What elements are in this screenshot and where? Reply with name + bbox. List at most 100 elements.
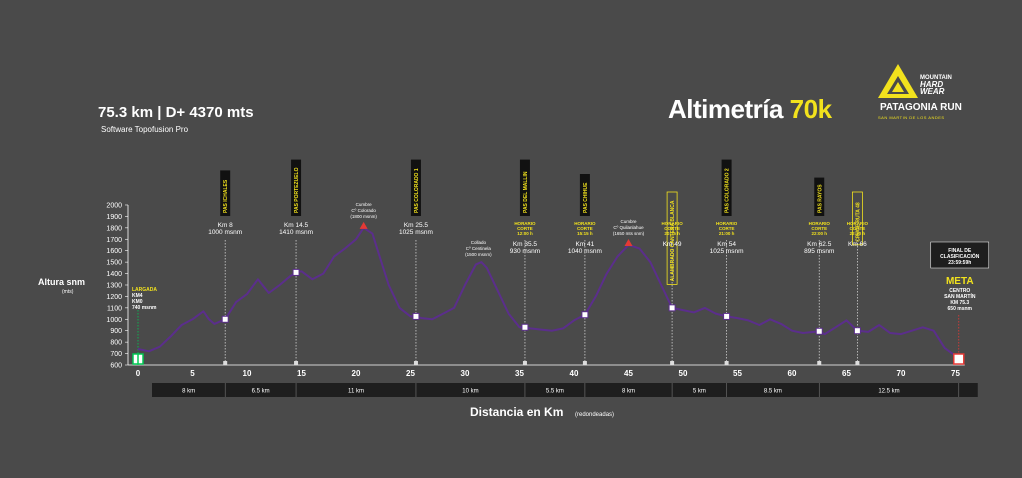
checkpoint-flag-label: PAS COLORADO 2 [725, 168, 731, 213]
finish-label: CENTRO [949, 288, 970, 294]
checkpoint-label: 1025 msnm [710, 248, 744, 255]
title-main: Altimetría [668, 94, 783, 124]
checkpoint-flag-label: PAS COLORADO 1 [414, 168, 420, 213]
cutoff-label: 23:59:59h [948, 260, 971, 266]
segment-label: 6.5 km [252, 389, 270, 395]
finish-label: KM 75.3 [950, 300, 969, 306]
x-tick-label: 50 [679, 369, 688, 378]
segment-label: 12.5 km [878, 389, 899, 395]
checkpoint-label: Km 66 [848, 241, 867, 248]
y-tick-label: 1800 [106, 225, 122, 232]
brand-line-hardwear: HARD WEAR [920, 80, 945, 96]
summit-label: (1650 mts snm) [613, 231, 645, 236]
checkpoint-flag-label: PAS CHIHUE [583, 182, 589, 213]
finish-label: SAN MARTÍN [944, 292, 976, 300]
checkpoint-label: CORTE [664, 226, 680, 231]
title-highlight: 70k [789, 94, 832, 124]
checkpoint-flag-label: PAS RAYOS [817, 184, 823, 213]
cutoff-label: CLASIFICACIÓN [940, 252, 980, 260]
checkpoint-label: HORARIO [574, 221, 596, 226]
checkpoint-flag [519, 159, 530, 216]
checkpoint-icon [853, 327, 861, 335]
checkpoint-icon [521, 323, 529, 331]
checkpoint-flag [666, 191, 678, 285]
elevation-series-line [137, 226, 960, 360]
brand-hard: HARD [920, 80, 944, 89]
checkpoint-label: CORTE [719, 226, 735, 231]
x-tick-label: 30 [461, 369, 470, 378]
segment-label: 8 km [182, 389, 195, 395]
checkpoint-label: Km 62.5 [807, 241, 832, 248]
checkpoint-label: CORTE [577, 226, 593, 231]
checkpoint-label: 1040 msnm [568, 248, 602, 255]
cutoff-box [930, 241, 990, 269]
summit-label: Cumbre [356, 202, 373, 207]
checkpoint-label: 12:00 h [517, 231, 533, 236]
checkpoint-label: CORTE [850, 226, 866, 231]
checkpoint-base-icon [855, 361, 860, 365]
y-tick-label: 1300 [106, 282, 122, 289]
x-tick-label: 70 [897, 369, 906, 378]
checkpoint-label: CORTE [811, 226, 827, 231]
x-axis-note: (redondeadas) [575, 412, 614, 418]
pass-label: Collado [471, 240, 487, 245]
checkpoint-label: Km 54 [717, 241, 736, 248]
y-tick-label: 1700 [106, 237, 122, 244]
checkpoint-base-icon [522, 361, 527, 365]
checkpoint-label: Km 8 [218, 222, 234, 229]
segment-label: 8 km [622, 389, 635, 395]
brand-wear: WEAR [920, 87, 945, 96]
y-axis-label: Altura snm [38, 277, 85, 287]
mountain-logo-icon [878, 64, 918, 98]
checkpoint-base-icon [413, 361, 418, 365]
checkpoint-flag-label: PAS ICHALES [223, 179, 229, 213]
summit-icon [359, 221, 368, 229]
checkpoint-label: 930 msnm [510, 248, 540, 255]
race-stats: 75.3 km | D+ 4370 mts [98, 104, 254, 121]
finish-icon [953, 353, 965, 365]
checkpoint-label: 1000 msnm [208, 229, 242, 236]
checkpoint-flag [579, 174, 590, 216]
x-tick-label: 0 [136, 369, 141, 378]
checkpoint-label: 15:15 h [577, 231, 593, 236]
page-title: Altimetría 70k [668, 94, 832, 125]
summit-label: (1800 msnm) [350, 214, 377, 219]
pass-label: Cº Centinela [466, 246, 492, 251]
x-tick-label: 45 [624, 369, 633, 378]
brand-line-mountain: MOUNTAIN [920, 75, 952, 81]
x-tick-label: 25 [406, 369, 415, 378]
summit-label: Cº Quilanlahue [613, 225, 644, 230]
checkpoint-label: Km 41 [576, 241, 595, 248]
checkpoint-flag-label: ALAMBRADO CANTERA BLANCA [670, 200, 676, 281]
y-tick-label: 2000 [106, 202, 122, 209]
checkpoint-icon [815, 327, 823, 335]
checkpoint-flag [291, 159, 302, 216]
checkpoint-flag-label: CRUCE RUTA 48 [855, 202, 861, 242]
x-tick-label: 5 [190, 369, 195, 378]
checkpoint-label: HORARIO [661, 221, 683, 226]
checkpoint-flag [814, 177, 825, 216]
checkpoint-label: HORARIO [847, 221, 869, 226]
checkpoint-label: 20:15 h [664, 231, 680, 236]
x-tick-label: 55 [733, 369, 742, 378]
x-tick-label: 65 [842, 369, 851, 378]
checkpoint-label: 21:00 h [719, 231, 735, 236]
y-tick-label: 600 [110, 363, 122, 370]
y-tick-label: 1000 [106, 317, 122, 324]
y-tick-label: 900 [110, 328, 122, 335]
x-tick-label: 20 [352, 369, 361, 378]
software-credit: Software Topofusion Pro [101, 125, 189, 134]
checkpoint-icon [292, 268, 300, 276]
checkpoint-label: Km 14.5 [284, 222, 309, 229]
checkpoint-icon [723, 312, 731, 320]
segment-label: 8.5 km [764, 389, 782, 395]
checkpoint-base-icon [724, 361, 729, 365]
brand-line-location: SAN MARTIN DE LOS ANDES [878, 115, 945, 120]
x-tick-label: 15 [297, 369, 306, 378]
y-tick-label: 1400 [106, 271, 122, 278]
checkpoint-flag-label: PAS PORTEZUELO [294, 167, 300, 213]
checkpoint-label: Km 49 [663, 241, 682, 248]
y-axis-unit: (mts) [62, 289, 74, 295]
segment-label: 11 km [348, 389, 364, 395]
